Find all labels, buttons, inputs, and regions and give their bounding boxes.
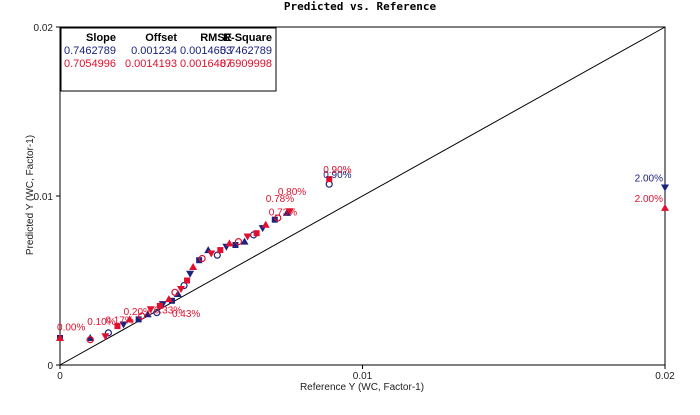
data-point-series-2 <box>253 230 260 237</box>
stats-value: 0.0014193 <box>125 58 177 70</box>
data-point-series-2 <box>114 323 121 330</box>
x-tick-label: 0 <box>57 371 63 382</box>
data-point-series-1 <box>153 309 161 317</box>
point-label: 0.90% <box>323 165 351 176</box>
x-axis-title: Reference Y (WC, Factor-1) <box>300 382 424 393</box>
data-point-series-2 <box>125 315 134 323</box>
data-point-series-2 <box>661 203 669 211</box>
data-point-series-1 <box>282 208 291 216</box>
data-point-series-2 <box>86 336 94 344</box>
data-point-series-2 <box>189 262 198 270</box>
data-point-series-2 <box>138 312 146 320</box>
stats-value: 0.7054996 <box>64 58 116 70</box>
stats-value: 0.7462789 <box>220 45 272 57</box>
data-point-series-2 <box>177 285 185 293</box>
data-point-series-2 <box>56 333 64 341</box>
point-label: 0.10% <box>87 317 115 328</box>
data-point-series-2 <box>156 302 163 309</box>
point-labels: 0.90% 2.00% 0.90% 0.80%0.78% 0.73% 2.00% 0.00%… <box>57 165 663 333</box>
x-tick-label: 0.02 <box>655 371 675 382</box>
data-point-series-2 <box>164 295 173 303</box>
stats-value: 0.001234 <box>131 45 177 57</box>
point-label: 0.90% <box>323 170 351 181</box>
data-point-series-1 <box>104 329 113 337</box>
point-label: 0.78% <box>266 194 294 205</box>
stats-table-box <box>60 27 277 92</box>
stats-header: R-Square <box>223 32 272 44</box>
data-point-series-2 <box>101 333 110 341</box>
stats-value: 0.6909998 <box>220 58 272 70</box>
data-point-series-2 <box>274 214 282 222</box>
stats-value: 0.7462789 <box>64 45 116 57</box>
stats-value: 0.0016487 <box>180 58 232 70</box>
stats-header: Offset <box>145 32 177 44</box>
data-point-series-2 <box>217 247 224 254</box>
point-label: 2.00% <box>635 174 663 185</box>
point-label: 0.17% <box>105 316 133 327</box>
data-point-series-1 <box>240 237 249 245</box>
data-point-series-2 <box>171 288 179 296</box>
data-point-series-2 <box>261 220 270 228</box>
data-point-series-1 <box>213 251 221 259</box>
stats-header: RMSE <box>200 32 232 44</box>
data-point-series-2 <box>234 238 243 246</box>
point-label: 0.80% <box>278 187 306 198</box>
stats-header: Slope <box>86 32 116 44</box>
y-tick-label: 0.02 <box>34 23 54 34</box>
data-point-series-2 <box>243 233 252 241</box>
data-point-series-2 <box>326 176 333 183</box>
data-point-series-1 <box>186 270 195 278</box>
data-point-series-1 <box>119 321 128 329</box>
data-point-series-1 <box>180 281 188 290</box>
chart-title: Predicted vs. Reference <box>284 0 437 13</box>
point-label: 2.00% <box>635 194 663 205</box>
data-point-series-1 <box>661 184 669 192</box>
point-label: 0.00% <box>57 322 85 333</box>
x-tick-label: 0.01 <box>353 371 373 382</box>
point-label: 0.20% <box>124 307 152 318</box>
data-point-series-1 <box>232 242 239 249</box>
data-points <box>56 176 669 344</box>
data-point-series-2 <box>146 306 155 314</box>
data-point-series-1 <box>135 316 142 323</box>
data-point-series-2 <box>225 239 234 247</box>
axis-ticks: 0 0.01 0.02 0 0.01 0.02 <box>34 23 676 382</box>
y-axis-title: Predicted Y (WC, Factor-1) <box>25 135 36 255</box>
data-point-series-2 <box>285 208 294 216</box>
point-label: 0.73% <box>269 207 297 218</box>
data-point-series-2 <box>198 254 206 263</box>
data-point-series-2 <box>184 277 191 284</box>
data-point-series-1 <box>143 310 152 318</box>
data-point-series-1 <box>86 333 95 341</box>
y-tick-label: 0.01 <box>34 192 54 203</box>
point-label: 0.33% <box>154 305 182 316</box>
stats-value: 0.0014653 <box>180 45 232 57</box>
point-label: 0.43% <box>172 309 200 320</box>
y-tick-label: 0 <box>47 361 53 372</box>
data-point-series-2 <box>207 250 216 258</box>
